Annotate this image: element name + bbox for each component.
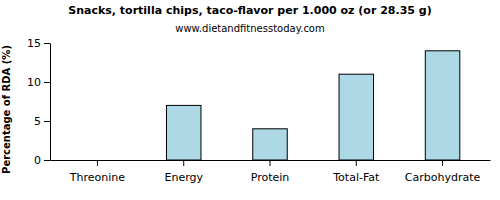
y-tick-mark — [44, 121, 50, 122]
bar — [80, 160, 115, 161]
x-tick-mark — [270, 160, 271, 166]
x-tick: Energy — [164, 160, 203, 184]
y-tick: 10 — [27, 76, 50, 89]
y-tick-mark — [44, 160, 50, 161]
y-tick: 5 — [34, 115, 50, 128]
title: Snacks, tortilla chips, taco-flavor per … — [68, 4, 431, 17]
chart: 0 5 10 15 Threonine Energy Protein Total-Fat Car… — [0, 0, 500, 200]
bar — [253, 129, 288, 160]
y-tick-label: 0 — [34, 154, 41, 167]
x-tick-label: Protein — [251, 171, 290, 184]
y-tick-label: 15 — [27, 37, 41, 50]
bar — [425, 51, 460, 160]
y-tick: 0 — [34, 154, 50, 167]
x-tick: Carbohydrate — [405, 160, 481, 184]
x-tick-label: Carbohydrate — [405, 171, 481, 184]
bars — [166, 51, 459, 160]
y-tick-mark — [44, 43, 50, 44]
x-tick-mark — [183, 160, 184, 166]
x-tick-label: Energy — [164, 171, 203, 184]
bar — [339, 74, 374, 160]
x-tick: Total-Fat — [332, 160, 380, 184]
x-tick-mark — [356, 160, 357, 166]
bar — [166, 105, 201, 160]
y-axis-line — [50, 44, 51, 161]
x-tick-mark — [442, 160, 443, 166]
y-tick-label: 10 — [27, 76, 41, 89]
y-tick-mark — [44, 82, 50, 83]
x-tick-label: Total-Fat — [332, 171, 380, 184]
y-axis-title: Percentage of RDA (%) — [1, 45, 12, 174]
x-tick: Protein — [251, 160, 290, 184]
y-tick: 15 — [27, 37, 50, 50]
x-axis: Threonine Energy Protein Total-Fat Carbohydr… — [51, 160, 491, 184]
subtitle: www.dietandfitnesstoday.com — [175, 23, 324, 34]
x-tick: Threonine — [69, 160, 125, 184]
y-axis: 0 5 10 15 — [27, 37, 51, 167]
x-tick-label: Threonine — [69, 171, 125, 184]
x-tick-mark — [97, 160, 98, 166]
y-tick-label: 5 — [34, 115, 41, 128]
